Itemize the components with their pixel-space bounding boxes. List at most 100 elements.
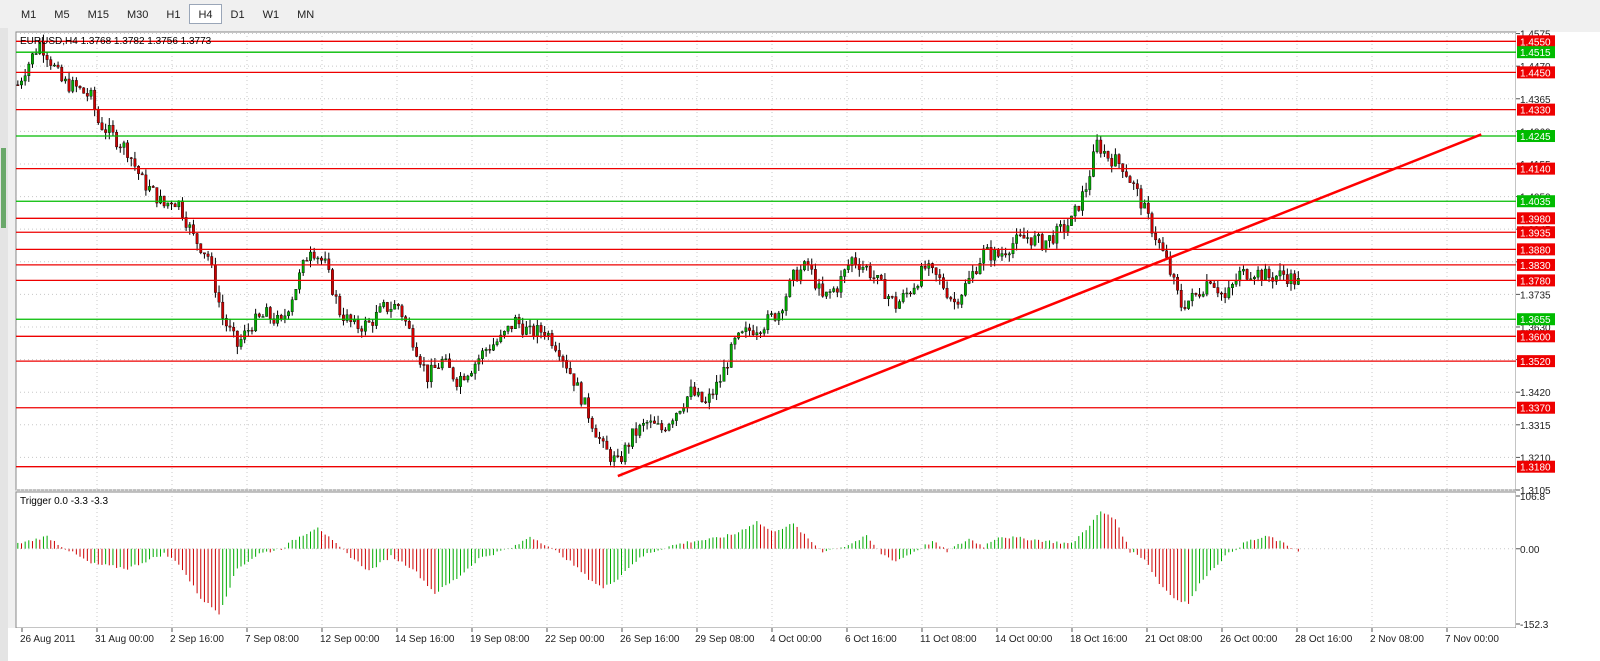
candle-body: [576, 382, 579, 386]
candle-body: [835, 288, 839, 293]
candle-body: [707, 393, 711, 403]
timeframe-button-m15[interactable]: M15: [87, 9, 109, 21]
candle-body: [1249, 278, 1253, 281]
candle-body: [649, 420, 653, 423]
candle-body: [879, 275, 883, 280]
candle-body: [144, 174, 148, 191]
candle-body: [543, 331, 547, 336]
candle-body: [898, 301, 901, 309]
chart-canvas[interactable]: 26 Aug 2011 31 Aug 00:00 2 Sep 16:00 7 Sep …: [8, 28, 1600, 661]
candle-body: [495, 341, 499, 345]
candle-body: [232, 326, 236, 332]
time-label: 6 Oct 16:00: [845, 634, 897, 645]
candle-body: [1293, 273, 1297, 285]
candle-body: [1124, 171, 1128, 177]
candle-body: [718, 381, 722, 383]
indicator-title: Trigger 0.0 -3.3 -3.3: [20, 496, 108, 507]
candle-body: [773, 313, 777, 321]
level-label: 1.4245: [1520, 132, 1551, 143]
candle-body: [356, 319, 360, 329]
candle-body: [1113, 154, 1117, 167]
candle-body: [1263, 268, 1267, 281]
timeframe-toolbar: M1 M5 M15 M30 H1 H4 D1 W1 MN: [0, 0, 1600, 29]
candle-body: [199, 243, 203, 253]
candle-body: [155, 187, 159, 204]
candle-body: [510, 325, 514, 329]
trendline[interactable]: [617, 133, 1482, 478]
candle-body: [261, 316, 265, 318]
level-tag: [1517, 35, 1555, 48]
candle-body: [1143, 202, 1147, 209]
candle-body: [770, 313, 773, 315]
candle-body: [1285, 274, 1289, 285]
price-label: 1.3315: [1520, 421, 1551, 432]
time-label: 26 Aug 2011: [20, 634, 76, 645]
candle-body: [188, 224, 192, 228]
candle-body: [795, 269, 799, 282]
candle-body: [1146, 202, 1150, 214]
candle-body: [429, 364, 433, 383]
price-panel[interactable]: [15, 31, 1517, 491]
timeframe-button-m5[interactable]: M5: [54, 9, 70, 21]
candle-body: [1000, 253, 1004, 257]
time-label: 21 Oct 08:00: [1145, 634, 1203, 645]
candle-body: [239, 339, 243, 347]
candle-body: [572, 373, 576, 386]
candle-body: [667, 423, 671, 431]
timeframe-button-d1[interactable]: D1: [230, 9, 245, 21]
candle-body: [513, 317, 517, 329]
candle-body: [1183, 307, 1187, 309]
candle-body: [1282, 270, 1286, 275]
candle-body: [813, 269, 817, 289]
trigger-histogram: [17, 511, 1299, 615]
candle-body: [1044, 240, 1048, 251]
price-label: 1.3420: [1520, 388, 1551, 399]
candle-body: [342, 314, 345, 321]
timeframe-button-h4[interactable]: H4: [189, 4, 222, 24]
candle-body: [254, 313, 258, 332]
candle-body: [89, 89, 93, 97]
timeframe-button-mn[interactable]: MN: [297, 9, 315, 21]
candle-body: [931, 263, 934, 268]
candle-body: [711, 393, 715, 396]
candle-body: [462, 375, 466, 381]
time-label: 18 Oct 16:00: [1070, 634, 1128, 645]
candle-body: [894, 296, 898, 309]
candle-body: [1117, 154, 1121, 164]
time-label: 11 Oct 08:00: [920, 634, 977, 645]
level-label: 1.3180: [1520, 463, 1551, 474]
timeframe-button-h1[interactable]: H1: [166, 9, 181, 21]
candle-body: [1267, 268, 1271, 278]
candle-body: [470, 373, 473, 377]
candle-body: [733, 337, 737, 345]
timeframe-button-m1[interactable]: M1: [21, 9, 37, 21]
candle-body: [1059, 224, 1062, 227]
candle-body: [1231, 284, 1234, 288]
candles: [16, 34, 1300, 468]
candle-body: [920, 266, 923, 287]
candle-body: [393, 304, 397, 310]
level-tag: [1517, 401, 1555, 414]
indicator-panel[interactable]: [15, 491, 1517, 629]
price-label: 1.4575: [1520, 30, 1551, 41]
candle-body: [444, 358, 448, 361]
time-axis-area: [8, 628, 1600, 661]
timeframe-button-w1[interactable]: W1: [262, 9, 280, 21]
level-tag: [1517, 330, 1555, 343]
candle-body: [49, 59, 53, 66]
level-tag: [1517, 355, 1555, 368]
candle-body: [883, 279, 887, 300]
indicator-label: 106.8: [1520, 492, 1545, 503]
level-label: 1.4035: [1520, 197, 1551, 208]
candle-body: [1103, 151, 1106, 154]
candle-body: [85, 93, 89, 97]
candle-body: [674, 413, 678, 421]
candle-body: [1004, 253, 1008, 256]
candle-body: [923, 266, 927, 269]
chart-window[interactable]: 26 Aug 2011 31 Aug 00:00 2 Sep 16:00 7 Sep …: [8, 28, 1600, 661]
candle-body: [53, 64, 56, 67]
candle-body: [656, 423, 660, 425]
timeframe-button-m30[interactable]: M30: [126, 9, 149, 21]
candle-body: [660, 423, 664, 431]
candle-body: [1205, 281, 1209, 295]
